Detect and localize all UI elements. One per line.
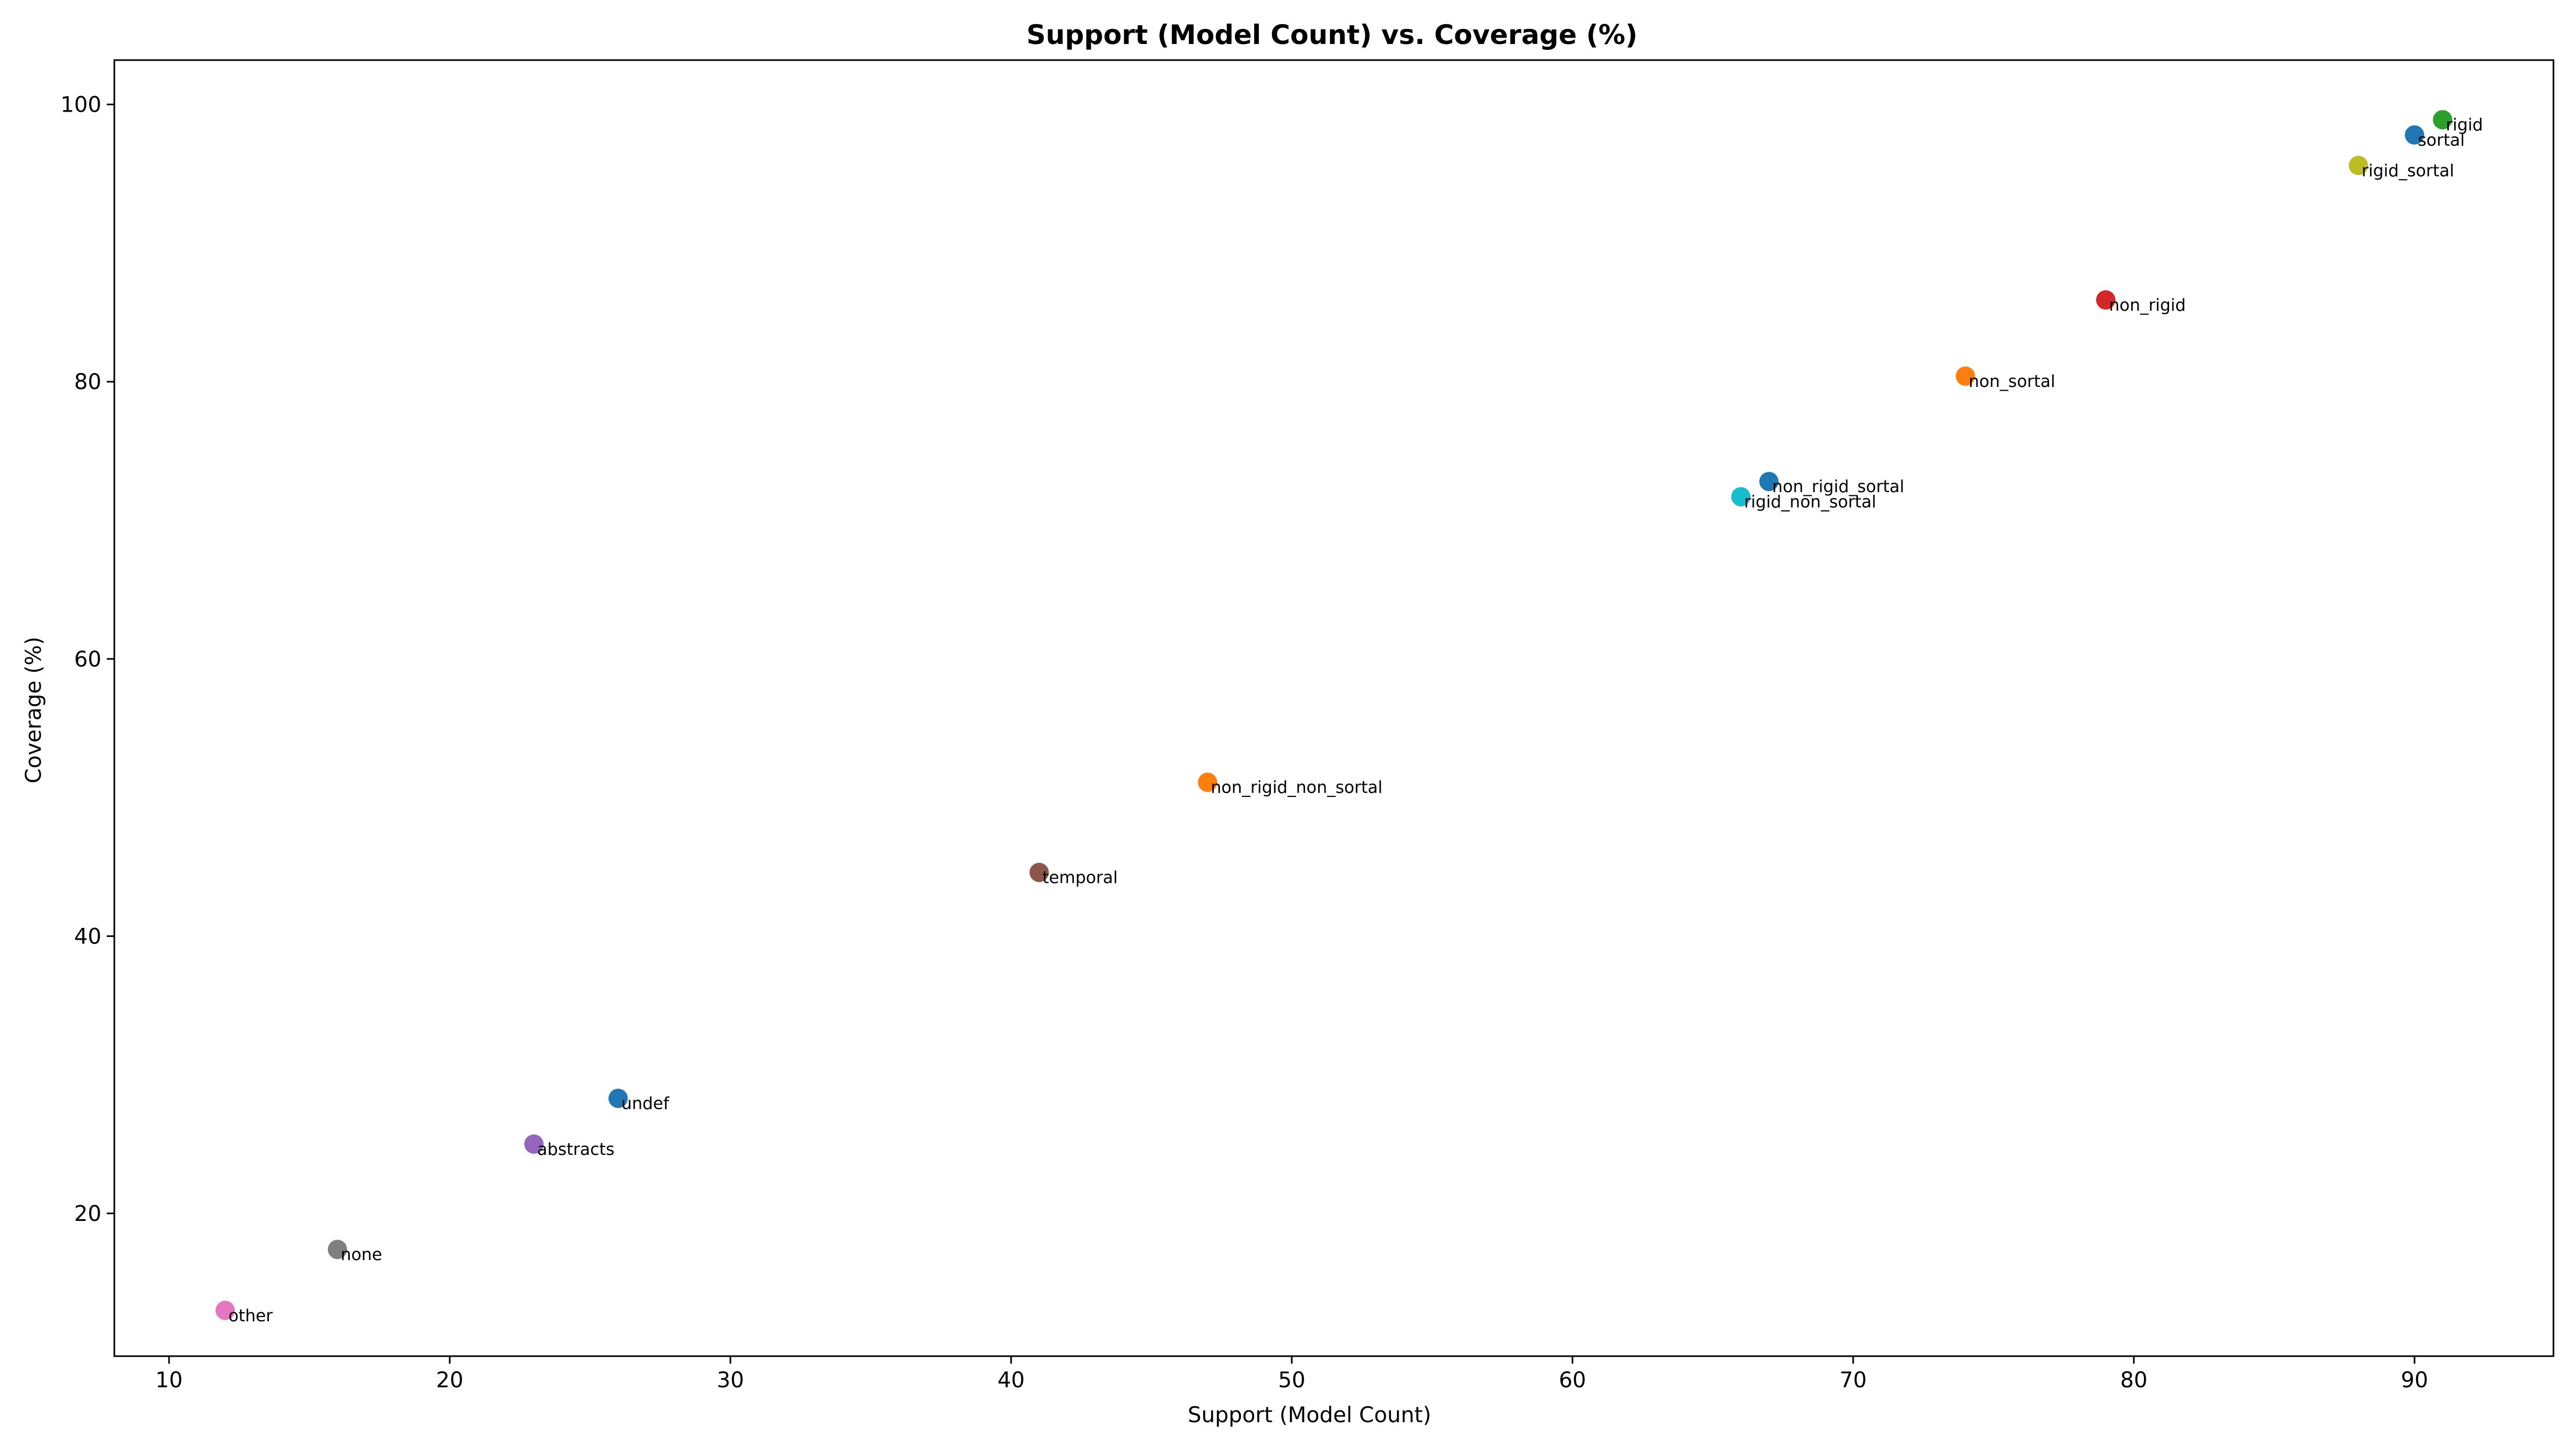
data-point-non_sortal <box>1956 366 1975 386</box>
plot-area: 10 20 30 40 50 60 70 80 90 20 40 60 80 100 rigidsortal… <box>61 59 2555 1393</box>
chart-title: Support (Model Count) vs. Coverage (%) <box>1027 19 1638 50</box>
y-tick-label: 100 <box>61 93 101 118</box>
point-label-non_rigid: non_rigid <box>2109 296 2186 315</box>
data-point-rigid <box>2433 110 2453 130</box>
data-point-rigid_sortal <box>2348 156 2368 175</box>
point-label-rigid_sortal: rigid_sortal <box>2362 161 2454 180</box>
point-label-non_rigid_non_sortal: non_rigid_non_sortal <box>1211 778 1382 797</box>
y-tick-label: 60 <box>74 647 101 672</box>
x-tick-label: 60 <box>1559 1368 1586 1393</box>
x-tick-label: 90 <box>2401 1368 2428 1393</box>
x-tick-label: 20 <box>436 1368 464 1393</box>
point-label-non_rigid_sortal: non_rigid_sortal <box>1772 477 1904 496</box>
point-label-rigid_non_sortal: rigid_non_sortal <box>1744 493 1876 512</box>
point-label-non_sortal: non_sortal <box>1968 372 2055 391</box>
data-point-undef <box>608 1088 628 1108</box>
point-label-undef: undef <box>621 1094 670 1114</box>
point-label-abstracts: abstracts <box>537 1140 614 1159</box>
data-point-rigid_non_sortal <box>1731 487 1751 507</box>
data-point-sortal <box>2405 125 2425 145</box>
y-tick-label: 40 <box>74 924 101 949</box>
x-tick-label: 10 <box>156 1368 183 1393</box>
x-tick-label: 70 <box>1840 1368 1867 1393</box>
x-tick-label: 30 <box>717 1368 744 1393</box>
x-tick-label: 80 <box>2120 1368 2148 1393</box>
data-point-non_rigid_sortal <box>1759 472 1779 492</box>
x-tick-label: 40 <box>998 1368 1025 1393</box>
data-point-abstracts <box>524 1134 544 1154</box>
point-label-sortal: sortal <box>2418 130 2465 150</box>
data-point-none <box>327 1240 347 1260</box>
x-axis-label: Support (Model Count) <box>1188 1403 1431 1428</box>
point-label-other: other <box>229 1306 273 1326</box>
data-point-other <box>215 1300 235 1320</box>
y-axis-label: Coverage (%) <box>21 636 46 784</box>
x-tick-label: 50 <box>1278 1368 1306 1393</box>
data-point-non_rigid_non_sortal <box>1198 772 1218 792</box>
y-tick-label: 20 <box>74 1202 101 1226</box>
data-point-non_rigid <box>2096 290 2116 310</box>
data-point-temporal <box>1029 862 1049 882</box>
point-label-rigid: rigid <box>2446 115 2483 135</box>
point-label-none: none <box>341 1245 382 1264</box>
plot-frame <box>113 59 2555 1357</box>
y-tick-label: 80 <box>74 370 101 394</box>
point-label-temporal: temporal <box>1042 868 1117 888</box>
